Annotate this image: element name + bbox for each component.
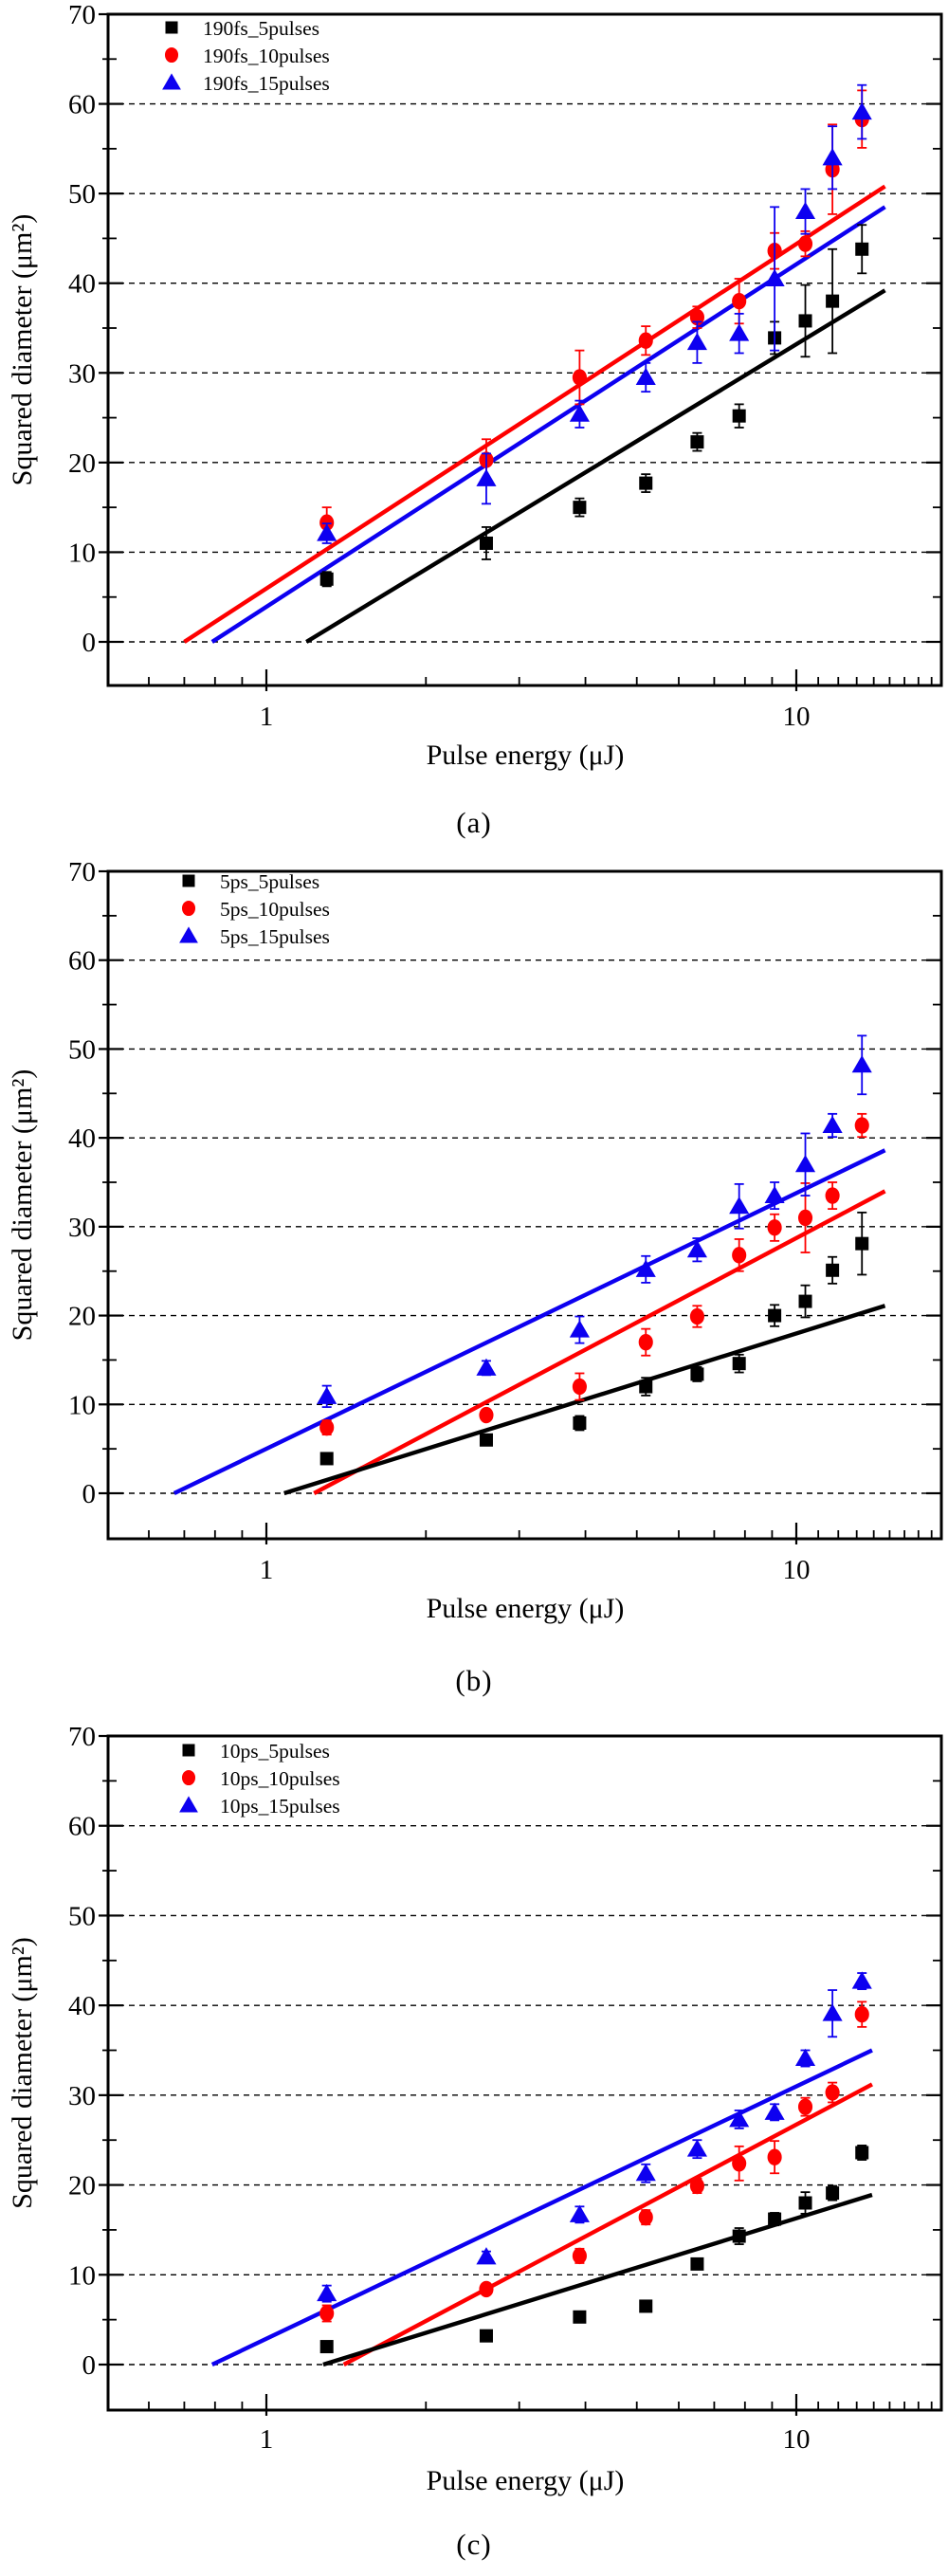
series-10ps_10pulses [319,2001,869,2323]
y-axis-ticks [99,12,941,644]
y-tick-label: 40 [68,1124,96,1154]
y-tick-label: 50 [68,1034,96,1065]
legend-label-190fs_5pulses: 190fs_5pulses [203,17,319,40]
series-190fs_15pulses [317,83,872,544]
legend-label-190fs_15pulses: 190fs_15pulses [203,72,330,95]
plot-frame [106,1734,943,2412]
fit-line [342,2082,873,2366]
series-10ps_15pulses [317,1971,872,2303]
fit-lines [210,2048,873,2367]
y-tick-label: 60 [68,946,96,977]
x-axis-label: Pulse energy (μJ) [427,1593,625,1624]
y-tick-label: 50 [68,179,96,210]
series-190fs_5pulses [319,224,869,588]
series-5ps_15pulses [317,1034,872,1408]
series-190fs_10pulses [319,89,869,539]
x-tick-label: 10 [783,2424,811,2455]
x-axis-label: Pulse energy (μJ) [427,740,625,771]
y-tick-label: 60 [68,1812,96,1842]
x-tick-label: 10 [783,702,811,732]
y-tick-label: 70 [68,1722,96,1752]
y-tick-label: 20 [68,1302,96,1332]
x-axis-ticks [148,1523,933,1544]
legend: 10ps_5pulses 10ps_10pulses 10ps_15pulses [179,1740,340,1818]
y-tick-label: 60 [68,90,96,120]
x-axis-ticks [148,669,933,691]
legend-label-190fs_10pulses: 190fs_10pulses [203,45,330,67]
y-tick-label: 30 [68,2081,96,2111]
legend-label-10ps_15pulses: 10ps_15pulses [220,1795,340,1818]
panel-b: 0 10 20 30 40 50 60 70 1 10 Pulse energy (μJ) Squar… [0,858,948,1716]
panel-c-chart: 0 10 20 30 40 50 60 70 1 10 Pulse energy (μJ) Squar… [7,1722,943,2496]
y-axis-label: Squared diameter (μm²) [7,1069,38,1342]
panel-b-caption: (b) [455,1663,493,1697]
y-axis-label: Squared diameter (μm²) [7,1937,38,2209]
y-tick-label: 10 [68,1390,96,1420]
series-5ps_10pulses [319,1112,869,1436]
y-tick-label: 40 [68,269,96,300]
y-tick-label: 0 [82,2350,97,2381]
legend: 5ps_5pulses 5ps_10pulses 5ps_15pulses [179,870,330,948]
panel-a-caption: (a) [456,805,492,839]
x-tick-label: 1 [260,702,274,732]
panel-b-chart: 0 10 20 30 40 50 60 70 1 10 Pulse energy (μJ) Squar… [7,858,943,1624]
fit-line [210,2048,873,2366]
y-gridlines [108,959,941,1494]
y-tick-label: 30 [68,1213,96,1243]
y-tick-label: 70 [68,858,96,887]
legend-label-5ps_5pulses: 5ps_5pulses [220,870,319,893]
panel-c-caption: (c) [456,2527,492,2561]
y-gridlines [108,102,941,643]
legend-label-5ps_15pulses: 5ps_15pulses [220,925,330,948]
y-tick-label: 10 [68,538,96,568]
plot-frame [106,12,943,687]
y-axis-label: Squared diameter (μm²) [7,214,38,486]
fit-line [210,205,886,644]
y-tick-label: 10 [68,2260,96,2291]
y-gridlines [108,1825,941,2366]
x-axis-ticks [148,2394,933,2416]
legend-label-5ps_10pulses: 5ps_10pulses [220,898,330,921]
fit-line [183,184,886,644]
panel-c: 0 10 20 30 40 50 60 70 1 10 Pulse energy (μJ) Squar… [0,1716,948,2576]
legend-label-10ps_5pulses: 10ps_5pulses [220,1740,330,1763]
fit-lines [173,1148,886,1496]
legend-label-10ps_10pulses: 10ps_10pulses [220,1767,340,1790]
x-tick-label: 10 [783,1555,811,1585]
y-tick-label: 30 [68,358,96,389]
x-tick-label: 1 [260,1555,274,1585]
y-tick-label: 20 [68,2171,96,2201]
panel-a: 0 10 20 30 40 50 60 70 1 10 Pulse energy (μJ) Squar… [0,0,948,858]
y-tick-label: 50 [68,1901,96,1931]
y-tick-label: 0 [82,1479,97,1509]
y-tick-label: 70 [68,0,96,30]
y-axis-ticks [99,869,941,1495]
x-axis-label: Pulse energy (μJ) [427,2465,625,2496]
legend: 190fs_5pulses 190fs_10pulses 190fs_15pulse… [162,17,330,95]
panel-a-chart: 0 10 20 30 40 50 60 70 1 10 Pulse energy (μJ) Squar… [7,0,943,771]
series-5ps_5pulses [319,1211,869,1466]
y-tick-label: 0 [82,628,97,658]
x-tick-label: 1 [260,2424,274,2455]
y-axis-ticks [99,1734,941,2366]
fit-line [313,1189,886,1495]
fit-line [173,1148,886,1495]
fit-line [322,2192,873,2367]
y-tick-label: 20 [68,448,96,479]
fit-line [305,288,886,644]
plot-frame [106,869,943,1541]
fit-line [283,1304,886,1496]
y-tick-label: 40 [68,1991,96,2021]
series-10ps_5pulses [319,2144,869,2354]
